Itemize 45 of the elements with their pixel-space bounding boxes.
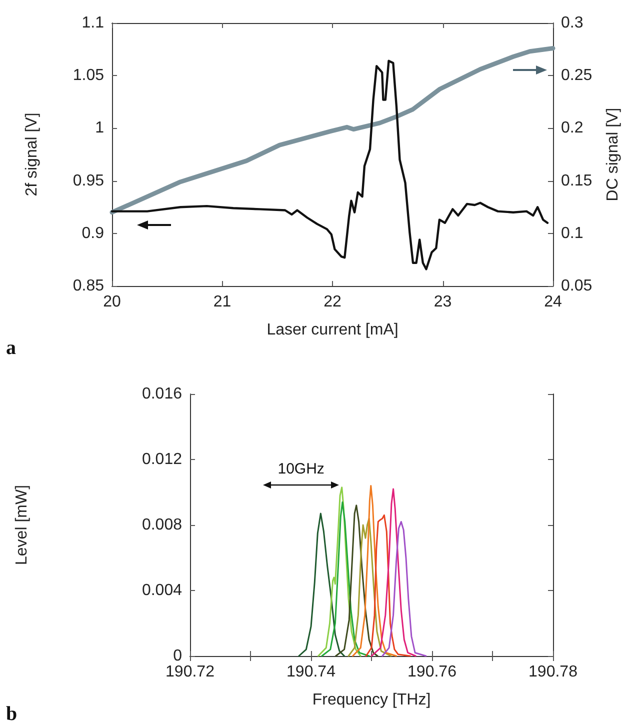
y2-tick-label: 0.05 — [561, 278, 592, 294]
line-series — [318, 486, 362, 657]
y-axis-title: Level [mW] — [14, 484, 30, 566]
y2-tick-label: 0.15 — [561, 172, 592, 190]
y2-tick-label: 0.3 — [561, 14, 584, 32]
y2-tick-label: 0.2 — [561, 120, 584, 137]
y-tick-label: 0.012 — [142, 451, 182, 468]
line-series — [110, 46, 556, 215]
line-series — [298, 512, 346, 657]
x-tick-label: 23 — [434, 294, 452, 310]
x-axis-title: Laser current [mA] — [266, 322, 398, 338]
y-axis-title: 2f signal [V] — [24, 112, 40, 196]
x-tick-label: 190.72 — [166, 664, 215, 680]
line-series — [370, 488, 416, 657]
annotation: 10GHz — [278, 460, 324, 478]
y-tick-label: 0.004 — [142, 582, 182, 599]
y-tick-label: 0.008 — [142, 516, 182, 534]
line-series — [348, 518, 392, 657]
y2-axis-title: DC signal [V] — [604, 108, 622, 202]
x-axis-title: Frequency [THz] — [312, 692, 431, 708]
line-series — [321, 501, 370, 657]
x-tick-label: 190.76 — [408, 664, 457, 680]
x-tick-label: 190.78 — [528, 664, 578, 680]
x-tick-label: 190.74 — [286, 664, 336, 680]
y-tick-label: 0.016 — [142, 386, 182, 402]
y2-tick-label: 0.25 — [561, 67, 592, 84]
y-tick-label: 0.85 — [72, 278, 104, 294]
y-tick-label: 0.95 — [72, 172, 104, 190]
y-tick-label: 1.1 — [82, 14, 104, 32]
y-tick-label: 1 — [95, 120, 104, 137]
text: a — [6, 337, 16, 359]
text: b — [6, 703, 18, 725]
y-tick-label: 0.9 — [82, 224, 104, 242]
line-series — [382, 520, 427, 657]
x-tick-label: 20 — [103, 294, 121, 310]
x-tick-label: 22 — [324, 294, 342, 310]
y-tick-label: 1.05 — [72, 67, 104, 84]
line-series — [352, 484, 398, 657]
line-series — [365, 514, 411, 657]
x-tick-label: 21 — [213, 294, 232, 310]
line-series — [335, 504, 378, 657]
y2-tick-label: 0.1 — [561, 224, 584, 242]
y-tick-label: 0 — [173, 648, 182, 664]
line-series — [110, 60, 549, 270]
x-tick-label: 24 — [544, 294, 562, 310]
